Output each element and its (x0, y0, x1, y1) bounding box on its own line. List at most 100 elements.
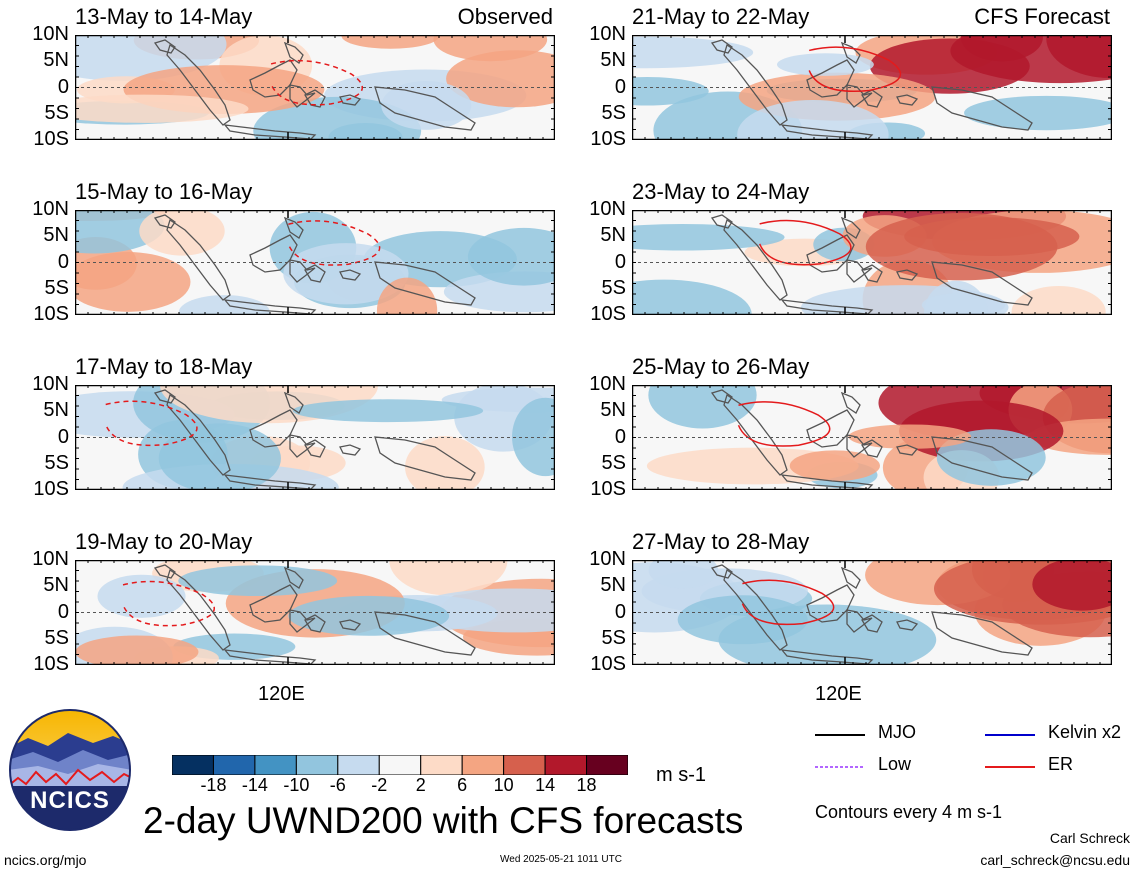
anomaly-shading (292, 399, 484, 423)
panel-title: 25-May to 26-May (632, 354, 810, 379)
anomaly-shading (632, 279, 752, 315)
coastline (374, 436, 476, 481)
panel-title: 13-May to 14-May (75, 4, 253, 29)
coastline (806, 584, 855, 623)
anomaly-shading (178, 295, 270, 315)
coastline (723, 568, 788, 651)
anomaly-shading (677, 595, 808, 645)
lat-tick-label: 0 (57, 600, 69, 623)
er-contour (122, 580, 215, 627)
colorbar-swatch (295, 755, 339, 775)
coastline (223, 124, 317, 140)
lat-tick-label: 5S (601, 451, 626, 474)
anomaly-shading (936, 429, 1046, 486)
lat-tick-label: 0 (614, 250, 626, 273)
coastline (289, 434, 316, 458)
coastline (339, 444, 362, 456)
anomaly-shading (158, 423, 281, 490)
coastline (223, 299, 317, 315)
colorbar-swatch (378, 755, 422, 775)
lat-tick-label: 5N (600, 49, 626, 72)
legend-line (815, 766, 865, 768)
coastline (931, 86, 1033, 131)
coastline (710, 564, 733, 579)
anomaly-shading (75, 635, 199, 665)
lat-tick-label: 5N (43, 49, 69, 72)
anomaly-shading (178, 565, 338, 597)
legend-entry: Kelvin x2 (1048, 722, 1122, 742)
lat-tick-label: 5S (44, 101, 69, 124)
lat-tick-label: 10N (589, 198, 626, 220)
panel-map (75, 385, 555, 490)
panel-map (632, 210, 1112, 315)
anomaly-shading (381, 81, 472, 130)
lon-tick-label: 120E (815, 683, 862, 705)
colorbar-tick-label: -2 (371, 775, 388, 795)
coastline (861, 439, 883, 458)
colorbar-tick-label: 18 (576, 775, 597, 795)
coastline (846, 84, 873, 108)
coastline (710, 389, 733, 404)
panel-title: 17-May to 18-May (75, 354, 253, 379)
er-contour (270, 59, 363, 106)
coastline (153, 564, 176, 579)
coastline (249, 409, 298, 448)
coastline (289, 259, 316, 283)
coastline (166, 393, 231, 476)
colorbar-tick-label: 10 (493, 775, 514, 795)
lat-tick-label: 10N (32, 373, 69, 395)
colorbar-swatch (254, 755, 297, 775)
coastline (806, 409, 855, 448)
coastline (846, 434, 873, 458)
colorbar-swatch (586, 755, 628, 775)
coastline (896, 619, 919, 631)
coastline (806, 59, 855, 98)
coastline (153, 214, 176, 229)
colorbar-swatch (172, 755, 214, 775)
panel-title: 19-May to 20-May (75, 529, 253, 554)
panel-frame (632, 560, 1112, 665)
coastline (896, 444, 919, 456)
anomaly-shading (737, 100, 889, 140)
coastline (223, 649, 317, 665)
panel-tag: CFS Forecast (974, 4, 1110, 29)
coastline (840, 391, 861, 414)
anomaly-shading (789, 450, 880, 482)
lat-tick-label: 5S (44, 451, 69, 474)
coastline (710, 39, 733, 54)
coastline (780, 474, 874, 490)
coastline (289, 609, 316, 633)
coastline (153, 39, 176, 54)
legend-line (815, 734, 865, 736)
colorbar-tick-label: 6 (457, 775, 468, 795)
coastline (723, 393, 788, 476)
lat-tick-label: 5S (601, 101, 626, 124)
coastline (896, 94, 919, 106)
lat-tick-label: 5S (44, 626, 69, 649)
lat-tick-label: 10S (590, 653, 626, 675)
coastline (780, 649, 874, 665)
panel-map (75, 35, 555, 140)
lat-tick-label: 5N (600, 224, 626, 247)
logo-text: NCICS (30, 787, 110, 814)
coastline (896, 269, 919, 281)
panel-frame (75, 560, 555, 665)
coastline (374, 86, 476, 131)
anomaly-shading (848, 424, 972, 449)
er-contour (104, 400, 198, 447)
lat-tick-label: 10N (32, 548, 69, 570)
colorbar-tick-label: 2 (415, 775, 426, 795)
anomaly-shading (632, 36, 754, 69)
chart-title: 2-day UWND200 with CFS forecasts (143, 800, 744, 841)
coastline (304, 439, 326, 458)
lat-tick-label: 5N (600, 399, 626, 422)
lat-tick-label: 5S (44, 276, 69, 299)
coastline (249, 584, 298, 623)
anomaly-shading (288, 595, 450, 636)
panel-frame (75, 35, 555, 140)
anomaly-shading (139, 210, 225, 256)
lat-tick-label: 10N (589, 23, 626, 45)
coastline (153, 389, 176, 404)
lat-tick-label: 10S (590, 478, 626, 500)
anomaly-shading (512, 397, 555, 477)
